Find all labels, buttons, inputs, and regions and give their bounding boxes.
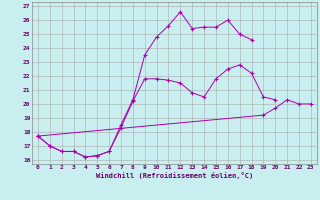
X-axis label: Windchill (Refroidissement éolien,°C): Windchill (Refroidissement éolien,°C) (96, 172, 253, 179)
